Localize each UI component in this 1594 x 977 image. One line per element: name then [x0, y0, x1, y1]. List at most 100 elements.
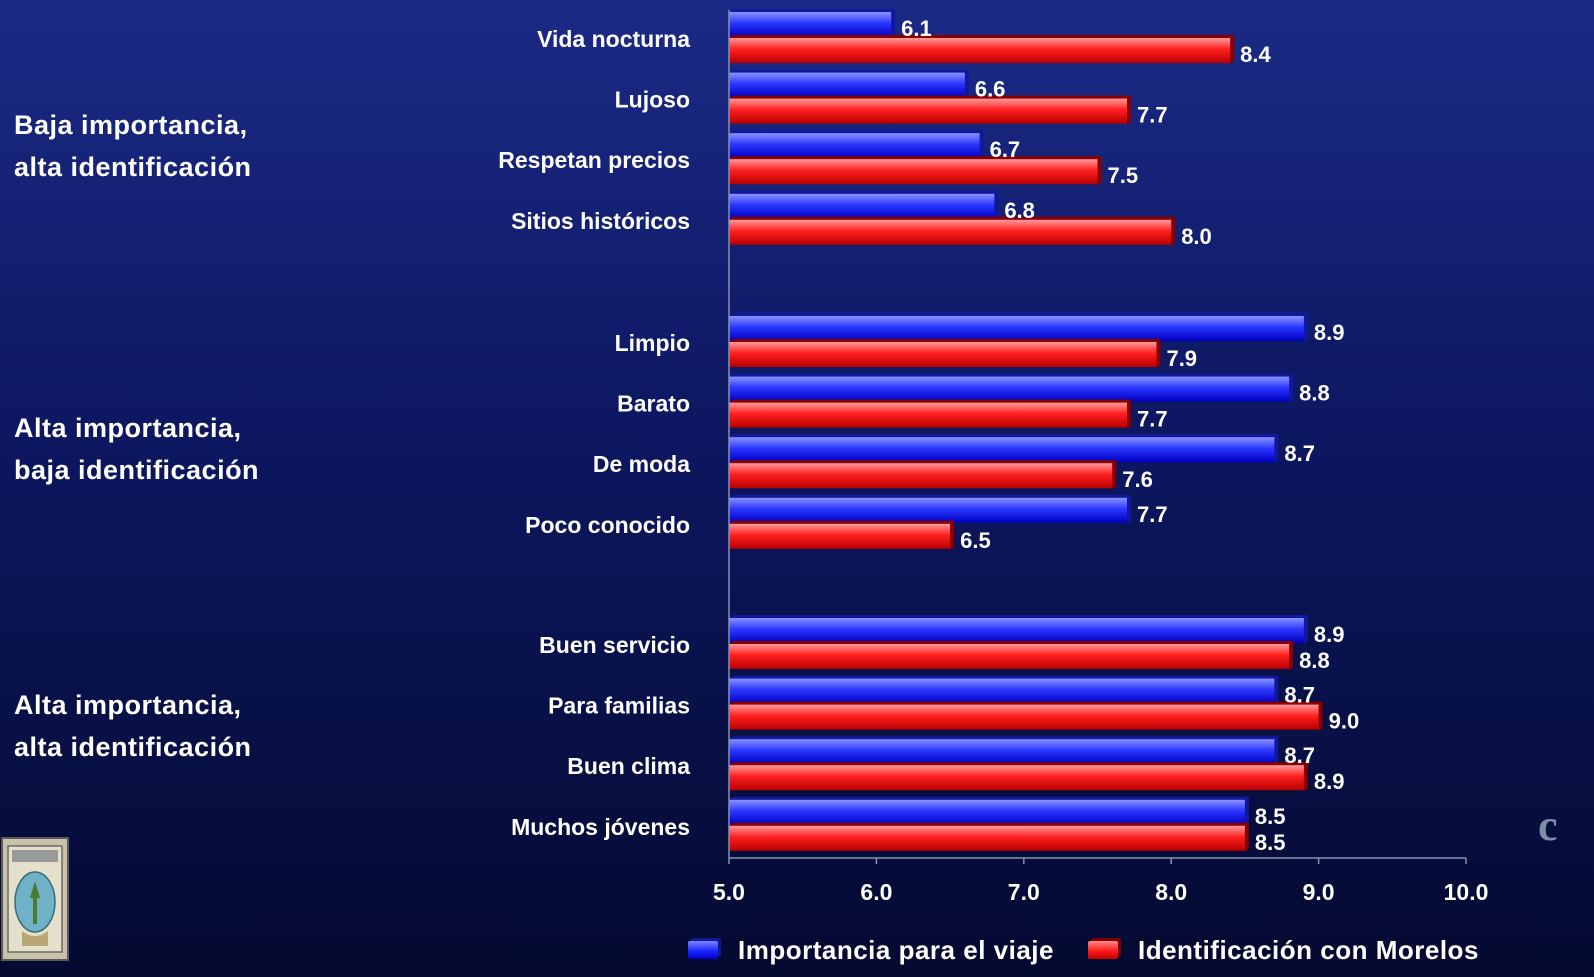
group-label-line: Baja importancia, [14, 110, 248, 140]
data-label: 7.7 [1137, 103, 1168, 128]
legend: Importancia para el viaje Identificación… [688, 930, 1513, 970]
legend-swatch-blue-icon [688, 941, 718, 959]
bar-side [1112, 460, 1117, 490]
bar-importance [729, 497, 1127, 523]
data-label: 7.5 [1108, 163, 1139, 188]
data-label: 9.0 [1329, 709, 1360, 734]
x-tick-label: 10.0 [1444, 879, 1489, 905]
data-label: 6.5 [960, 528, 991, 553]
bar-importance [729, 437, 1275, 463]
bar-side [1274, 675, 1279, 705]
bar-identification [729, 342, 1157, 367]
bar-side [1126, 95, 1131, 125]
bar-side [1318, 701, 1323, 731]
bar-top [729, 339, 1161, 342]
category-label: Respetan precios [498, 147, 690, 173]
bar-side [1303, 615, 1308, 644]
category-label: Buen clima [567, 753, 690, 779]
bar-importance [729, 376, 1290, 402]
bar-identification [729, 644, 1290, 669]
category-label: Muchos jóvenes [511, 814, 690, 840]
category-label: Limpio [615, 330, 690, 356]
bar-importance [729, 618, 1304, 643]
corner-letter: c [1538, 801, 1558, 850]
bar-top [729, 494, 1131, 498]
data-label: 7.7 [1137, 502, 1168, 527]
bar-top [729, 796, 1249, 800]
bar-importance [729, 739, 1275, 765]
bar-top [729, 434, 1279, 438]
data-label: 7.7 [1137, 407, 1168, 432]
bar-identification [729, 38, 1231, 63]
bar-side [891, 9, 896, 38]
bar-identification [729, 825, 1245, 851]
legend-label: Importancia para el viaje [738, 934, 1054, 965]
bar-importance [729, 72, 965, 98]
data-label: 8.7 [1284, 743, 1315, 768]
bar-identification [729, 159, 1098, 185]
bar-top [729, 675, 1279, 679]
category-label: Sitios históricos [511, 208, 690, 234]
bar-top [729, 69, 969, 73]
municipal-seal-icon [1, 837, 69, 961]
group-label-high-importance-high-identification: Alta importancia, alta identificación [14, 684, 334, 768]
bar-importance [729, 678, 1275, 704]
bar-top [729, 822, 1249, 826]
bars-layer [729, 9, 1323, 852]
data-label: 7.9 [1166, 346, 1197, 371]
bar-side [950, 520, 955, 550]
bar-top [729, 736, 1279, 740]
bar-side [1303, 313, 1308, 342]
x-tick-label: 6.0 [860, 879, 892, 905]
data-label: 8.5 [1255, 804, 1286, 829]
bar-identification [729, 219, 1172, 245]
data-label: 8.9 [1314, 622, 1345, 647]
x-tick-label: 8.0 [1155, 879, 1187, 905]
bar-side [1097, 156, 1102, 186]
bar-identification [729, 523, 951, 549]
data-label: 8.9 [1314, 320, 1345, 345]
bar-side [1244, 796, 1249, 826]
group-label-line: Alta importancia, [14, 690, 242, 720]
data-label: 8.5 [1255, 830, 1286, 855]
bar-top [729, 190, 999, 194]
bar-identification [729, 463, 1113, 489]
bar-side [979, 130, 984, 160]
bar-top [729, 9, 896, 12]
bar-identification [729, 98, 1127, 124]
bar-top [729, 460, 1117, 464]
bar-side [964, 69, 969, 99]
data-label: 8.7 [1284, 441, 1315, 466]
group-label-line: alta identificación [14, 732, 252, 762]
group-label-high-importance-low-identification: Alta importancia, baja identificación [14, 407, 334, 491]
bar-top [729, 762, 1308, 766]
x-ticks-layer: 5.0 6.0 7.0 8.0 9.0 10.0 [713, 858, 1488, 905]
bar-side [994, 190, 999, 220]
data-label: 7.6 [1122, 467, 1153, 492]
data-label: 8.0 [1181, 224, 1212, 249]
bar-side [1126, 399, 1131, 429]
data-label: 8.9 [1314, 769, 1345, 794]
bar-top [729, 95, 1131, 99]
bar-side [1244, 822, 1249, 852]
bar-top [729, 156, 1102, 160]
group-label-line: alta identificación [14, 152, 252, 182]
bar-side [1230, 35, 1235, 64]
bar-side [1289, 641, 1294, 670]
bar-top [729, 641, 1294, 644]
bar-side [1156, 339, 1161, 368]
legend-swatch-red-icon [1087, 941, 1118, 959]
category-label: De moda [593, 451, 690, 477]
bar-importance [729, 133, 980, 159]
group-label-line: Alta importancia, [14, 413, 242, 443]
x-tick-label: 7.0 [1008, 879, 1040, 905]
bar-side [1126, 494, 1131, 524]
bar-importance [729, 193, 995, 219]
bar-importance [729, 316, 1304, 341]
data-label: 8.8 [1299, 648, 1330, 673]
bar-top [729, 35, 1235, 38]
bar-chart: Vida nocturna 6.1 8.4 Lujoso 6.6 7.7 Respetan … [498, 9, 1488, 905]
category-label: Lujoso [615, 87, 690, 113]
data-label: 6.6 [975, 77, 1006, 102]
bar-top [729, 216, 1176, 220]
